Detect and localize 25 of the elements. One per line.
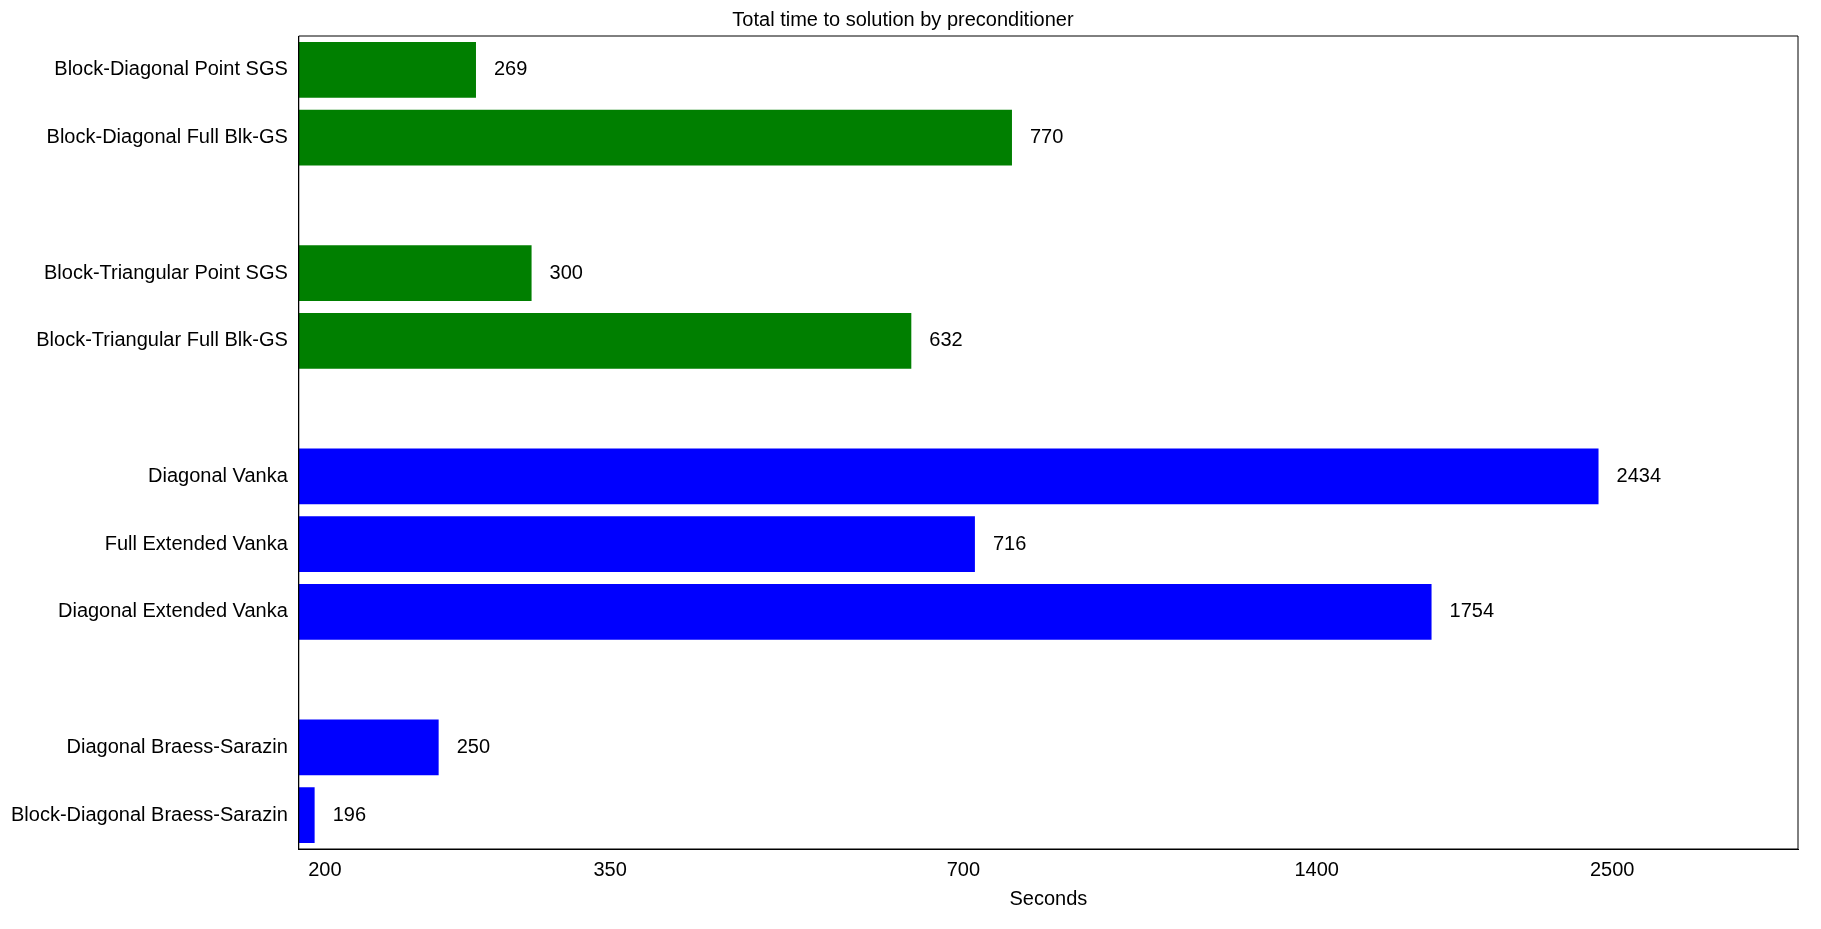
x-axis-title: Seconds [1009, 886, 1088, 909]
y-tick-label: Block-Triangular Point SGS [43, 260, 288, 283]
data-label: 770 [1029, 125, 1064, 148]
x-tick-label: 350 [593, 857, 627, 880]
x-tick-label: 1400 [1294, 857, 1339, 880]
data-label: 1754 [1449, 599, 1495, 622]
y-tick-label: Block-Diagonal Full Blk-GS [46, 125, 288, 148]
x-tick-label: 200 [308, 857, 342, 880]
y-tick-label: Block-Diagonal Point SGS [54, 57, 288, 80]
y-tick-label: Block-Triangular Full Blk-GS [36, 328, 288, 351]
x-tick-label: 700 [946, 857, 981, 880]
y-tick-label: Diagonal Vanka [148, 463, 289, 486]
data-label: 2434 [1616, 463, 1662, 486]
data-label: 250 [456, 734, 491, 757]
data-label: 716 [992, 531, 1027, 554]
data-label: 196 [332, 802, 367, 825]
x-tick-label: 2500 [1589, 857, 1635, 880]
y-tick-label: Diagonal Extended Vanka [57, 599, 289, 622]
y-tick-label: Diagonal Braess-Sarazin [66, 734, 288, 757]
data-label: 632 [929, 328, 963, 351]
y-tick-label: Block-Diagonal Braess-Sarazin [10, 802, 288, 825]
y-tick-label: Full Extended Vanka [104, 531, 289, 554]
chart-title: Total time to solution by preconditioner [732, 7, 1074, 30]
data-label: 300 [549, 260, 583, 283]
data-label: 269 [493, 57, 528, 80]
